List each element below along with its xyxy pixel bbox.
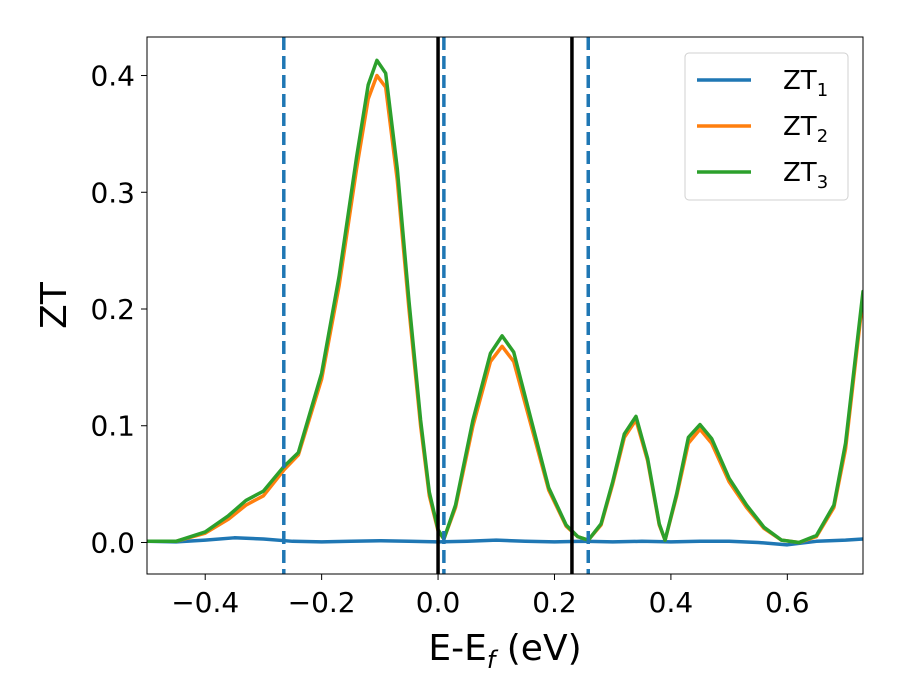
series-line-3	[147, 58, 863, 545]
x-tick-label: 0.4	[649, 586, 694, 619]
legend-label-1: ZT1	[783, 66, 828, 101]
y-tick-label: 0.2	[90, 293, 135, 326]
vline-layer	[282, 37, 590, 574]
plot-frame	[146, 36, 864, 575]
x-axis-title: E-Ef (eV)	[428, 628, 581, 674]
y-tick-label: 0.1	[90, 410, 135, 443]
x-tick-label: −0.2	[288, 586, 356, 619]
x-tick-label: 0.6	[765, 586, 810, 619]
legend: ZT1 ZT2 ZT3	[684, 52, 849, 201]
x-tick-label: 0.2	[532, 586, 577, 619]
legend-box	[684, 52, 849, 201]
y-tick-label: 0.0	[90, 526, 135, 559]
x-axis-ticks: −0.4 −0.2 0.0 0.2 0.4 0.6	[171, 574, 810, 619]
plot-layer	[147, 58, 863, 547]
x-tick-label: 0.0	[416, 586, 461, 619]
y-tick-label: 0.3	[90, 176, 135, 209]
legend-label-3: ZT3	[783, 158, 828, 193]
legend-label-2: ZT2	[783, 112, 828, 147]
y-axis-ticks: 0.0 0.1 0.2 0.3 0.4	[90, 60, 147, 559]
y-tick-label: 0.4	[90, 60, 135, 93]
series-line-1	[147, 536, 863, 547]
y-axis-title: ZT	[34, 281, 75, 329]
x-tick-label: −0.4	[171, 586, 239, 619]
